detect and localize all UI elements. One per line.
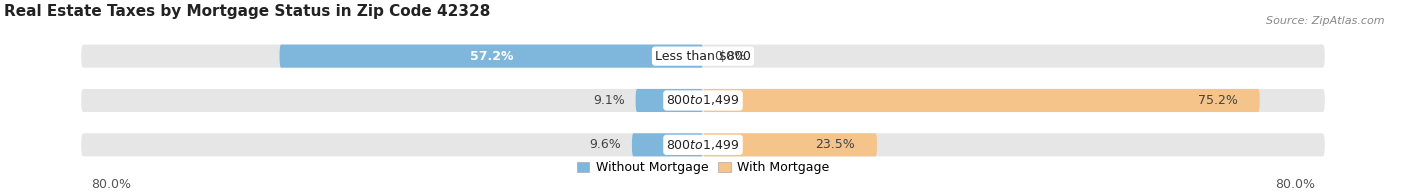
- Text: 75.2%: 75.2%: [1198, 94, 1237, 107]
- Text: 0.0%: 0.0%: [714, 50, 747, 63]
- Text: $800 to $1,499: $800 to $1,499: [666, 93, 740, 107]
- FancyBboxPatch shape: [82, 89, 1324, 112]
- FancyBboxPatch shape: [703, 133, 877, 156]
- Text: $800 to $1,499: $800 to $1,499: [666, 138, 740, 152]
- Legend: Without Mortgage, With Mortgage: Without Mortgage, With Mortgage: [572, 156, 834, 179]
- Text: 57.2%: 57.2%: [470, 50, 513, 63]
- FancyBboxPatch shape: [82, 133, 1324, 156]
- Text: Real Estate Taxes by Mortgage Status in Zip Code 42328: Real Estate Taxes by Mortgage Status in …: [4, 4, 491, 19]
- Text: Source: ZipAtlas.com: Source: ZipAtlas.com: [1267, 16, 1385, 26]
- FancyBboxPatch shape: [703, 89, 1260, 112]
- FancyBboxPatch shape: [631, 133, 703, 156]
- Text: 9.1%: 9.1%: [593, 94, 624, 107]
- Text: 9.6%: 9.6%: [589, 138, 621, 151]
- Text: Less than $800: Less than $800: [655, 50, 751, 63]
- FancyBboxPatch shape: [280, 45, 703, 68]
- Text: 23.5%: 23.5%: [815, 138, 855, 151]
- FancyBboxPatch shape: [636, 89, 703, 112]
- FancyBboxPatch shape: [82, 45, 1324, 68]
